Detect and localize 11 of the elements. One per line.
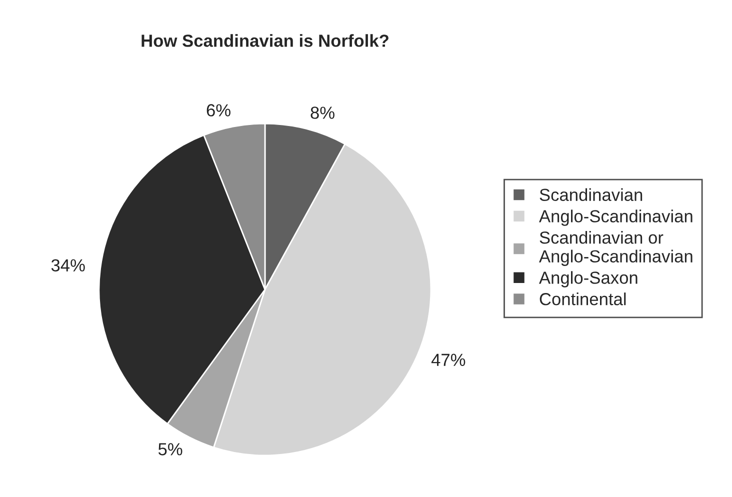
legend-label: Scandinavian or Anglo-Scandinavian — [539, 231, 692, 266]
chart-title: How Scandinavian is Norfolk? — [142, 34, 388, 47]
legend-label: Anglo-Saxon — [539, 271, 638, 288]
data-label: 6% — [206, 104, 230, 116]
data-label: 34% — [51, 259, 85, 272]
data-label: 8% — [310, 106, 334, 119]
legend-label: Anglo-Scandinavian — [539, 210, 692, 226]
data-label: 5% — [158, 443, 182, 456]
legend-label: Scandinavian — [540, 188, 642, 202]
legend-label: Continental — [540, 292, 626, 306]
data-label: 47% — [431, 354, 466, 366]
